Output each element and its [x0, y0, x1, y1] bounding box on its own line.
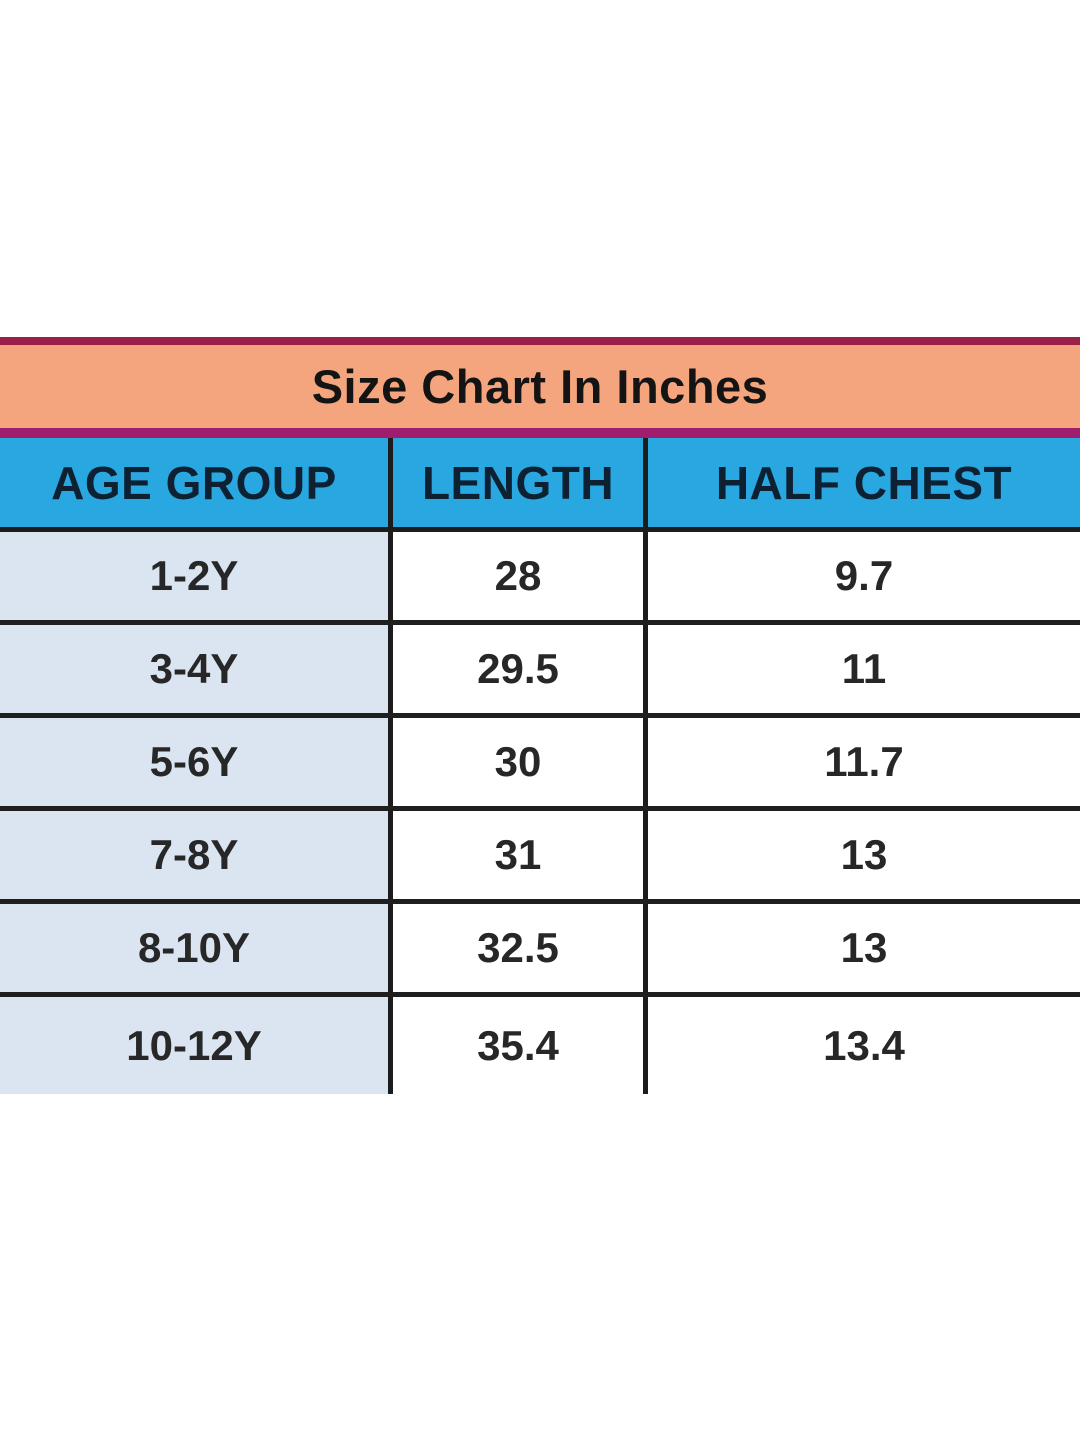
- length-cell: 31: [393, 811, 648, 899]
- age-group-cell: 7-8Y: [0, 811, 393, 899]
- chart-title-bar: Size Chart In Inches: [0, 337, 1080, 438]
- table-row: 1-2Y 28 9.7: [0, 532, 1080, 625]
- table-row: 8-10Y 32.5 13: [0, 904, 1080, 997]
- chart-title: Size Chart In Inches: [311, 360, 769, 413]
- age-group-cell: 3-4Y: [0, 625, 393, 713]
- length-cell: 32.5: [393, 904, 648, 992]
- column-header-length: LENGTH: [393, 438, 648, 527]
- length-cell: 29.5: [393, 625, 648, 713]
- age-group-cell: 10-12Y: [0, 997, 393, 1094]
- column-header-age-group: AGE GROUP: [0, 438, 393, 527]
- table-header-row: AGE GROUP LENGTH HALF CHEST: [0, 438, 1080, 532]
- table-row: 5-6Y 30 11.7: [0, 718, 1080, 811]
- table-row: 10-12Y 35.4 13.4: [0, 997, 1080, 1094]
- column-header-half-chest: HALF CHEST: [715, 456, 1013, 509]
- age-group-cell: 5-6Y: [0, 718, 393, 806]
- half-chest-cell: 13: [840, 924, 888, 971]
- table-row: 3-4Y 29.5 11: [0, 625, 1080, 718]
- half-chest-cell: 11: [841, 645, 887, 692]
- age-group-cell: 1-2Y: [0, 532, 393, 620]
- length-cell: 28: [393, 532, 648, 620]
- half-chest-cell: 9.7: [834, 552, 894, 599]
- half-chest-cell: 11.7: [824, 738, 904, 785]
- length-cell: 30: [393, 718, 648, 806]
- length-cell: 35.4: [393, 997, 648, 1094]
- half-chest-cell: 13.4: [823, 1021, 905, 1069]
- table-row: 7-8Y 31 13: [0, 811, 1080, 904]
- age-group-cell: 8-10Y: [0, 904, 393, 992]
- half-chest-cell: 13: [840, 831, 888, 878]
- size-chart-table: Size Chart In Inches AGE GROUP LENGTH HA…: [0, 337, 1080, 1094]
